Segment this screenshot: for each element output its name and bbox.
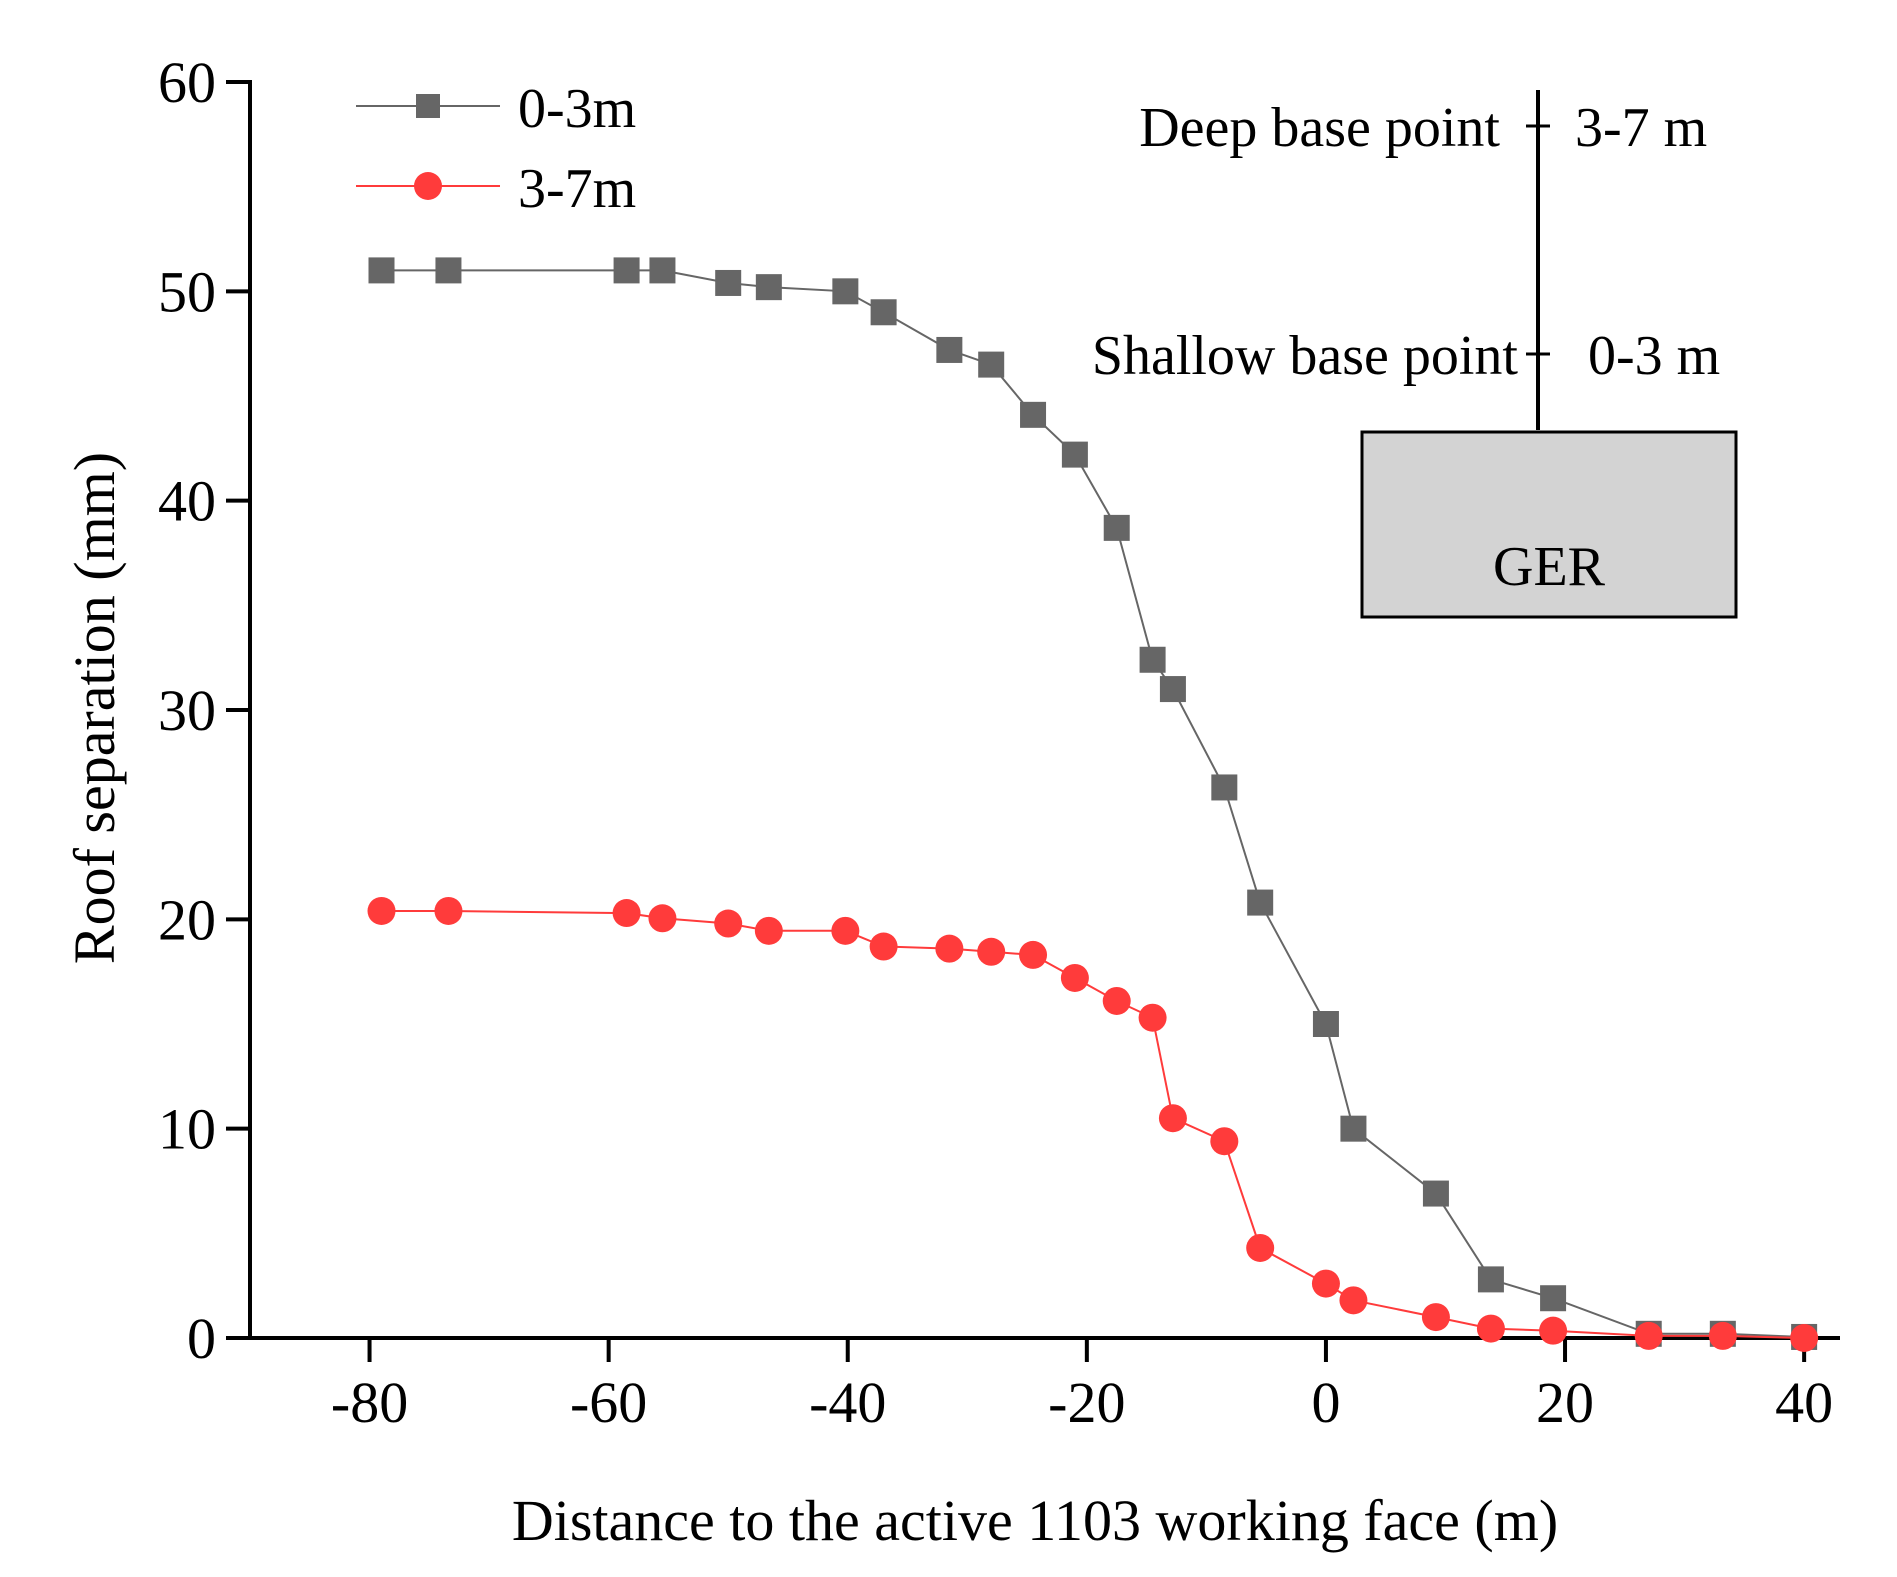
data-point-3-7m <box>831 916 860 945</box>
y-tick-label: 40 <box>158 469 216 534</box>
ger-label: GER <box>1493 536 1606 598</box>
data-point-0-3m <box>1247 889 1274 916</box>
data-point-3-7m <box>648 904 677 933</box>
x-tick-label: -80 <box>331 1370 408 1435</box>
axes: 0 10 20 30 40 50 60 -80 -60 -40 -20 0 20 40 <box>158 50 1840 1435</box>
data-point-3-7m <box>1158 1104 1187 1133</box>
data-point-3-7m <box>367 896 396 925</box>
x-tick-label: -40 <box>809 1370 886 1435</box>
data-point-3-7m <box>869 932 898 961</box>
data-point-3-7m <box>1339 1286 1368 1315</box>
deep-base-point-label: Deep base point <box>1139 97 1500 159</box>
data-point-3-7m <box>1708 1321 1737 1350</box>
deep-base-point-value: 3-7 m <box>1575 97 1707 159</box>
data-point-0-3m <box>870 299 897 326</box>
legend: 0-3m 3-7m <box>356 78 636 220</box>
data-point-3-7m <box>1539 1316 1568 1345</box>
data-point-0-3m <box>755 274 782 301</box>
y-tick-label: 10 <box>158 1097 216 1162</box>
base-point-diagram: Deep base point 3-7 m Shallow base point… <box>1092 90 1738 619</box>
data-point-0-3m <box>368 257 395 284</box>
data-point-3-7m <box>1060 963 1089 992</box>
data-point-3-7m <box>714 909 743 938</box>
data-point-0-3m <box>1103 514 1130 541</box>
data-point-3-7m <box>1102 986 1131 1015</box>
data-point-3-7m <box>1790 1324 1819 1352</box>
data-point-3-7m <box>1476 1314 1505 1343</box>
shallow-base-point-label: Shallow base point <box>1092 325 1519 387</box>
data-point-0-3m <box>1020 401 1047 428</box>
data-point-0-3m <box>978 351 1005 378</box>
shallow-base-point-value: 0-3 m <box>1588 325 1720 387</box>
y-tick-label: 60 <box>158 50 216 115</box>
data-point-0-3m <box>1061 441 1088 468</box>
data-point-0-3m <box>1422 1180 1449 1207</box>
data-point-3-7m <box>1421 1303 1450 1332</box>
x-tick-label: 40 <box>1775 1370 1833 1435</box>
data-point-3-7m <box>612 899 641 928</box>
data-point-3-7m <box>754 916 783 945</box>
series-line-3-7m <box>381 910 1805 1339</box>
x-axis-title: Distance to the active 1103 working face… <box>512 1488 1558 1553</box>
data-point-3-7m <box>935 934 964 963</box>
x-tick-label: 0 <box>1311 1370 1340 1435</box>
data-point-3-7m <box>1210 1127 1239 1156</box>
legend-marker-3-7m <box>414 172 442 200</box>
series-layer <box>367 257 1819 1352</box>
x-tick-label: 20 <box>1536 1370 1594 1435</box>
data-point-3-7m <box>1634 1321 1663 1350</box>
data-point-3-7m <box>1246 1233 1275 1262</box>
data-point-0-3m <box>715 269 742 296</box>
data-point-3-7m <box>434 896 463 925</box>
data-point-0-3m <box>936 336 963 363</box>
y-tick-label: 50 <box>158 259 216 324</box>
data-point-3-7m <box>1311 1269 1340 1298</box>
data-point-0-3m <box>1159 676 1186 703</box>
x-tick-label: -20 <box>1048 1370 1125 1435</box>
data-point-0-3m <box>1477 1266 1504 1293</box>
data-point-3-7m <box>1138 1003 1167 1032</box>
data-point-0-3m <box>832 278 859 305</box>
legend-label-3-7m: 3-7m <box>518 158 636 220</box>
ger-box <box>1360 430 1738 619</box>
legend-label-0-3m: 0-3m <box>518 78 636 140</box>
series-line-0-3m <box>381 269 1805 1338</box>
data-point-0-3m <box>1540 1285 1567 1312</box>
x-tick-label: -60 <box>570 1370 647 1435</box>
data-point-0-3m <box>1139 646 1166 673</box>
data-point-0-3m <box>1211 774 1238 801</box>
data-point-0-3m <box>613 257 640 284</box>
y-tick-label: 20 <box>158 887 216 952</box>
y-tick-label: 0 <box>187 1306 216 1371</box>
y-axis-title: Roof separation (mm) <box>62 452 127 964</box>
data-point-0-3m <box>1312 1011 1339 1037</box>
data-point-3-7m <box>977 937 1006 966</box>
data-point-0-3m <box>435 257 462 284</box>
data-point-0-3m <box>1340 1115 1367 1142</box>
legend-marker-0-3m <box>416 94 440 118</box>
y-tick-label: 30 <box>158 678 216 743</box>
data-point-0-3m <box>649 257 676 284</box>
data-point-3-7m <box>1019 940 1048 969</box>
